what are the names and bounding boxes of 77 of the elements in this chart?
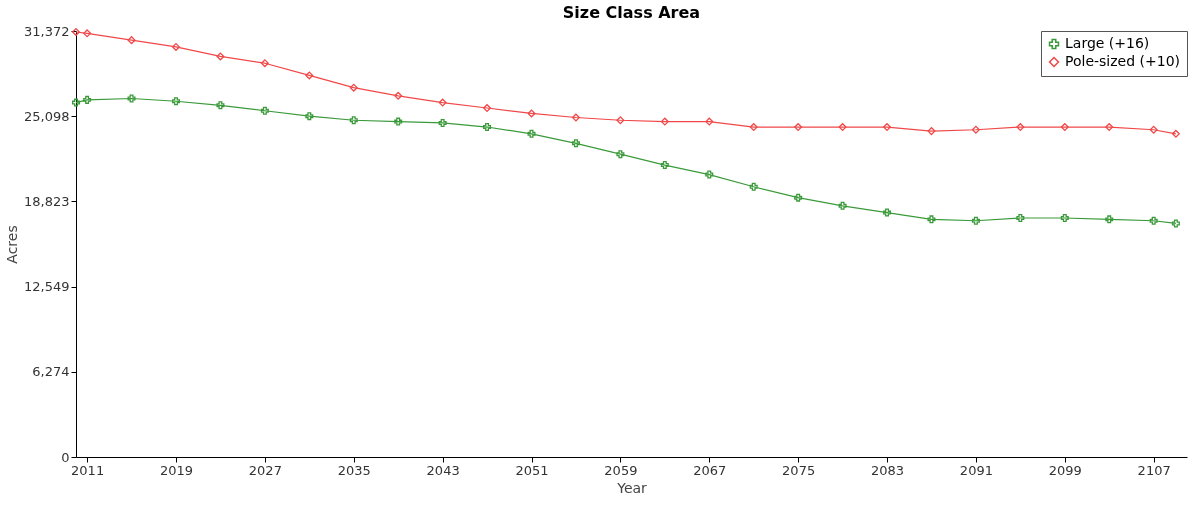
legend-label: Pole-sized (+10) — [1065, 53, 1181, 69]
point — [216, 101, 225, 110]
point — [749, 123, 758, 132]
point — [260, 59, 269, 68]
point — [927, 215, 936, 224]
x-tick-label: 2067 — [693, 462, 727, 478]
point — [260, 106, 269, 115]
y-tick-label: 25,098 — [24, 108, 70, 124]
point — [794, 193, 803, 202]
x-tick-label: 2075 — [782, 462, 816, 478]
point — [394, 117, 403, 126]
x-tick-label: 2083 — [870, 462, 905, 478]
point — [527, 129, 536, 138]
point — [305, 112, 314, 121]
point — [838, 201, 847, 210]
x-tick-label: 2011 — [71, 462, 105, 478]
point — [1149, 216, 1158, 225]
point — [1016, 214, 1025, 223]
x-axis-title: Year — [616, 479, 648, 496]
y-tick-label: 12,549 — [24, 279, 70, 295]
y-tick-label: 6,274 — [32, 364, 70, 380]
point — [1060, 123, 1069, 132]
point — [571, 113, 580, 122]
point — [438, 118, 447, 127]
x-tick-label: 2091 — [959, 462, 993, 478]
legend-label: Large (+16) — [1065, 35, 1150, 51]
point — [1060, 214, 1069, 223]
point — [171, 97, 180, 106]
point — [527, 109, 536, 118]
point — [1149, 125, 1158, 134]
y-axis-title: Acres — [4, 225, 21, 264]
point — [83, 29, 92, 38]
point — [971, 125, 980, 134]
point — [72, 98, 80, 107]
y-tick-label: 31,372 — [24, 23, 70, 39]
point — [216, 52, 225, 61]
point — [171, 42, 180, 51]
point — [660, 161, 669, 170]
point — [305, 71, 314, 80]
point — [705, 170, 714, 179]
chart-title: Size Class Area — [562, 3, 701, 22]
point — [483, 104, 492, 113]
point — [127, 36, 136, 45]
x-tick-label: 2059 — [604, 462, 638, 478]
point — [1171, 219, 1180, 228]
point — [838, 123, 847, 132]
point — [616, 150, 625, 159]
point — [483, 123, 492, 132]
point — [705, 117, 714, 126]
point — [883, 123, 892, 132]
x-tick-label: 2099 — [1048, 462, 1082, 478]
point — [127, 94, 136, 103]
point — [394, 91, 403, 100]
point — [616, 116, 625, 125]
point — [660, 117, 669, 126]
point — [1105, 215, 1114, 224]
point — [1105, 123, 1114, 132]
point — [1171, 129, 1180, 138]
point — [349, 83, 358, 92]
point — [1016, 123, 1025, 132]
y-tick-label: 18,823 — [24, 193, 70, 209]
point — [571, 139, 580, 148]
x-tick-label: 2107 — [1137, 462, 1171, 478]
x-tick-label: 2051 — [515, 462, 549, 478]
point — [971, 216, 980, 225]
y-tick-label: 0 — [61, 449, 70, 465]
point — [794, 123, 803, 132]
point — [438, 98, 447, 107]
x-tick-label: 2035 — [337, 462, 371, 478]
point — [927, 127, 936, 136]
point — [349, 116, 358, 125]
point — [749, 182, 758, 191]
point — [883, 208, 892, 217]
x-tick-label: 2043 — [426, 462, 460, 478]
x-tick-label: 2027 — [248, 462, 282, 478]
x-tick-label: 2019 — [159, 462, 194, 478]
point — [83, 95, 92, 104]
